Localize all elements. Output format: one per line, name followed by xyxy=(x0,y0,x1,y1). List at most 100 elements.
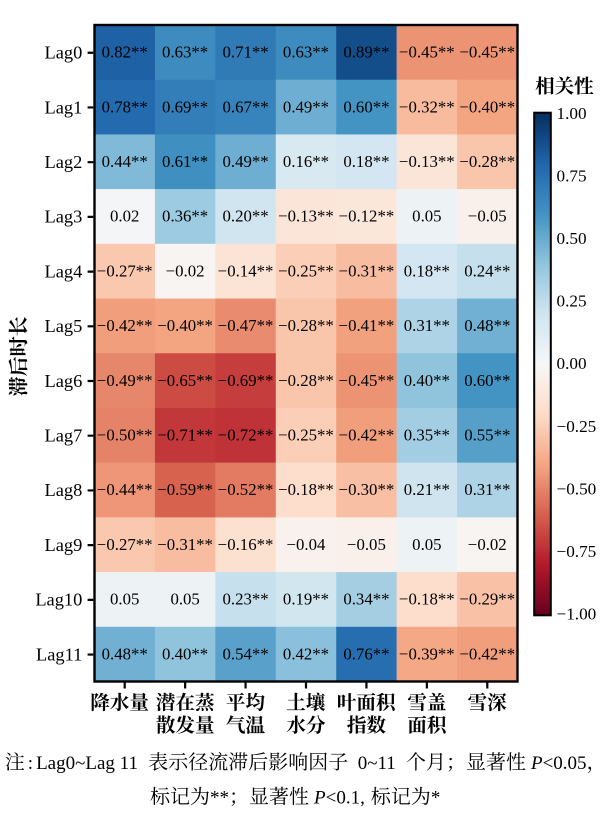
svg-text:−0.25: −0.25 xyxy=(557,417,597,436)
svg-text:0.16**: 0.16** xyxy=(283,152,329,171)
svg-text:*: * xyxy=(431,788,441,809)
svg-text:0.19**: 0.19** xyxy=(283,590,329,609)
svg-text:−0.40**: −0.40** xyxy=(459,97,515,116)
svg-text:Lag0: Lag0 xyxy=(45,43,83,63)
svg-text:Lag2: Lag2 xyxy=(45,152,83,172)
svg-text:0.55**: 0.55** xyxy=(464,426,510,445)
svg-text:0.60**: 0.60** xyxy=(343,97,389,116)
svg-text:Lag9: Lag9 xyxy=(45,535,83,555)
svg-text:−0.02: −0.02 xyxy=(166,261,205,280)
svg-text:−0.05: −0.05 xyxy=(468,207,507,226)
svg-text:−0.04: −0.04 xyxy=(287,535,326,554)
svg-text:−0.42**: −0.42** xyxy=(459,644,515,663)
svg-text:−0.32**: −0.32** xyxy=(399,97,455,116)
svg-text:Lag5: Lag5 xyxy=(45,316,83,336)
svg-text:0.71**: 0.71** xyxy=(222,43,268,62)
svg-text:0.63**: 0.63** xyxy=(162,43,208,62)
svg-text:**: ** xyxy=(210,788,229,809)
svg-text:0.69**: 0.69** xyxy=(162,97,208,116)
svg-text:0.61**: 0.61** xyxy=(162,152,208,171)
svg-text:−1.00: −1.00 xyxy=(557,604,597,623)
svg-text:−0.27**: −0.27** xyxy=(97,261,153,280)
svg-text:0.36**: 0.36** xyxy=(162,207,208,226)
svg-text:−0.29**: −0.29** xyxy=(459,590,515,609)
svg-text:0.40**: 0.40** xyxy=(162,644,208,663)
svg-text:1.00: 1.00 xyxy=(557,104,587,123)
svg-text:−0.28**: −0.28** xyxy=(459,152,515,171)
svg-text:0.18**: 0.18** xyxy=(404,261,450,280)
svg-text:0.02: 0.02 xyxy=(110,207,139,226)
svg-text:−0.71**: −0.71** xyxy=(157,426,213,445)
svg-text:0.42**: 0.42** xyxy=(283,644,329,663)
svg-text:0.75: 0.75 xyxy=(557,167,587,186)
svg-text:−0.25**: −0.25** xyxy=(278,261,334,280)
svg-text:0.21**: 0.21** xyxy=(404,480,450,499)
svg-text:0.31**: 0.31** xyxy=(404,316,450,335)
svg-text::: : xyxy=(28,753,33,774)
svg-text:0.67**: 0.67** xyxy=(222,97,268,116)
svg-text:0.40**: 0.40** xyxy=(404,371,450,390)
svg-text:Lag11: Lag11 xyxy=(36,644,82,664)
svg-text:−0.42**: −0.42** xyxy=(97,316,153,335)
svg-text:Lag6: Lag6 xyxy=(45,371,83,391)
svg-text:−0.30**: −0.30** xyxy=(339,480,395,499)
svg-text:−0.50: −0.50 xyxy=(557,479,597,498)
svg-text:0.25: 0.25 xyxy=(557,292,587,311)
svg-text:−0.31**: −0.31** xyxy=(157,535,213,554)
svg-text:0.60**: 0.60** xyxy=(464,371,510,390)
svg-text:0.78**: 0.78** xyxy=(102,97,148,116)
svg-text:0.05: 0.05 xyxy=(170,590,199,609)
svg-text:−0.44**: −0.44** xyxy=(97,480,153,499)
svg-text:−0.28**: −0.28** xyxy=(278,371,334,390)
svg-text:−0.69**: −0.69** xyxy=(218,371,274,390)
svg-text:0.54**: 0.54** xyxy=(222,644,268,663)
svg-text:−0.25**: −0.25** xyxy=(278,426,334,445)
svg-text:−0.50**: −0.50** xyxy=(97,426,153,445)
svg-text:0~11: 0~11 xyxy=(358,753,396,774)
svg-text:−0.45**: −0.45** xyxy=(459,43,515,62)
svg-text:−0.18**: −0.18** xyxy=(399,590,455,609)
svg-text:Lag4: Lag4 xyxy=(45,261,83,281)
svg-text:−0.02: −0.02 xyxy=(468,535,507,554)
svg-text:0.48**: 0.48** xyxy=(102,644,148,663)
svg-text:0.05: 0.05 xyxy=(110,590,139,609)
svg-text:−0.13**: −0.13** xyxy=(399,152,455,171)
svg-text:0.20**: 0.20** xyxy=(222,207,268,226)
svg-text:0.05: 0.05 xyxy=(412,207,441,226)
svg-text:0.76**: 0.76** xyxy=(343,644,389,663)
svg-text:0.23**: 0.23** xyxy=(222,590,268,609)
svg-text:0.49**: 0.49** xyxy=(222,152,268,171)
svg-text:−0.45**: −0.45** xyxy=(339,371,395,390)
svg-text:−0.40**: −0.40** xyxy=(157,316,213,335)
svg-text:−0.31**: −0.31** xyxy=(339,261,395,280)
svg-text:−0.59**: −0.59** xyxy=(157,480,213,499)
svg-text:0.82**: 0.82** xyxy=(102,43,148,62)
svg-text:−0.52**: −0.52** xyxy=(218,480,274,499)
svg-text:−0.14**: −0.14** xyxy=(218,261,274,280)
svg-text:−0.75: −0.75 xyxy=(557,542,597,561)
svg-text:Lag8: Lag8 xyxy=(45,480,83,500)
svg-text:0.48**: 0.48** xyxy=(464,316,510,335)
svg-text:−0.72**: −0.72** xyxy=(218,426,274,445)
svg-text:0.18**: 0.18** xyxy=(343,152,389,171)
svg-text:−0.41**: −0.41** xyxy=(339,316,395,335)
svg-text:−0.27**: −0.27** xyxy=(97,535,153,554)
svg-text:Lag3: Lag3 xyxy=(45,207,83,227)
svg-text:0.31**: 0.31** xyxy=(464,480,510,499)
svg-text:−0.47**: −0.47** xyxy=(218,316,274,335)
svg-text:Lag10: Lag10 xyxy=(35,590,82,610)
svg-text:0.49**: 0.49** xyxy=(283,97,329,116)
svg-text:−0.13**: −0.13** xyxy=(278,207,334,226)
svg-text:0.00: 0.00 xyxy=(557,354,587,373)
svg-text:P: P xyxy=(530,753,543,774)
svg-text:−0.49**: −0.49** xyxy=(97,371,153,390)
svg-text:Lag1: Lag1 xyxy=(45,97,83,117)
svg-text:−0.45**: −0.45** xyxy=(399,43,455,62)
svg-text:0.05: 0.05 xyxy=(412,535,441,554)
svg-text:<0.05: <0.05 xyxy=(543,753,587,774)
svg-text:Lag7: Lag7 xyxy=(45,426,83,446)
svg-text:0.50: 0.50 xyxy=(557,229,587,248)
svg-text:<0.1,: <0.1, xyxy=(326,788,365,809)
svg-text:0.44**: 0.44** xyxy=(102,152,148,171)
svg-text:−0.42**: −0.42** xyxy=(339,426,395,445)
